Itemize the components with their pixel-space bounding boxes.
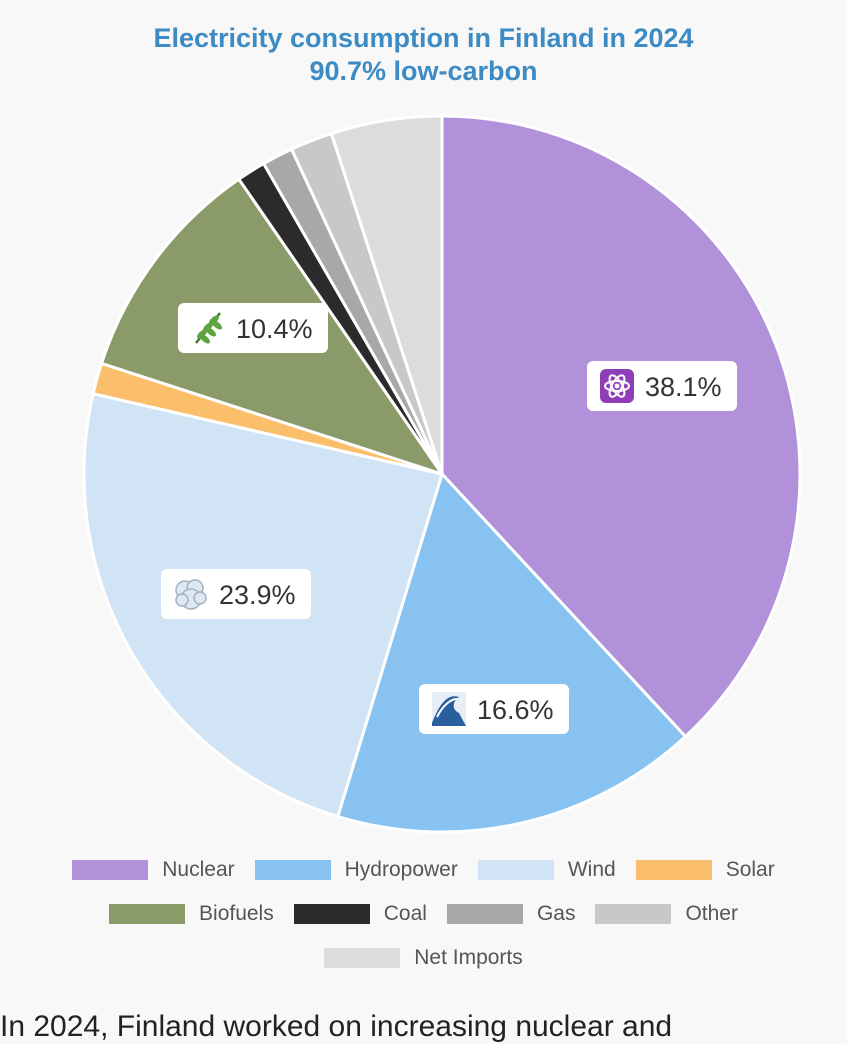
data-label-biofuels: 10.4% bbox=[178, 303, 328, 353]
herb-icon bbox=[195, 312, 222, 344]
legend-swatch bbox=[324, 948, 401, 968]
pie-labels: 38.1% 16.6% 23.9% 10.4% bbox=[161, 303, 737, 734]
wind-icon bbox=[175, 579, 207, 610]
legend-label: Gas bbox=[536, 902, 576, 925]
legend-swatch bbox=[109, 904, 186, 924]
legend-label: Nuclear bbox=[162, 858, 235, 881]
data-label-box bbox=[178, 303, 328, 353]
chart-titles: Electricity consumption in Finland in 20… bbox=[0, 22, 847, 88]
legend-item-net-imports[interactable]: Net Imports bbox=[324, 946, 523, 970]
legend-item-gas[interactable]: Gas bbox=[446, 902, 576, 926]
legend-label: Wind bbox=[567, 858, 616, 881]
legend-item-other[interactable]: Other bbox=[595, 902, 738, 926]
atom-icon bbox=[600, 369, 634, 403]
pie-chart: 38.1% 16.6% 23.9% 10.4% bbox=[82, 114, 802, 834]
legend-label: Hydropower bbox=[344, 858, 458, 881]
legend-label: Other bbox=[685, 902, 738, 925]
legend-item-biofuels[interactable]: Biofuels bbox=[109, 902, 274, 926]
data-label-value: 23.9% bbox=[219, 580, 296, 610]
pie-slice-hydropower bbox=[335, 471, 688, 834]
legend-label: Net Imports bbox=[414, 946, 523, 969]
data-label-value: 16.6% bbox=[477, 695, 554, 725]
data-label-wind: 23.9% bbox=[161, 569, 311, 619]
chart-title: Electricity consumption in Finland in 20… bbox=[153, 23, 694, 53]
legend-item-hydropower[interactable]: Hydropower bbox=[254, 858, 458, 882]
legend-item-coal[interactable]: Coal bbox=[293, 902, 427, 926]
legend-label: Solar bbox=[725, 858, 775, 881]
data-label-nuclear: 38.1% bbox=[587, 361, 737, 411]
legend-row: Nuclear Hydropower Wind Solar bbox=[0, 848, 847, 892]
pie-slices bbox=[82, 114, 802, 834]
legend-row: Net Imports bbox=[0, 936, 847, 980]
pie-slice-nuclear bbox=[440, 114, 802, 739]
data-label-value: 38.1% bbox=[645, 372, 722, 402]
legend-swatch bbox=[635, 860, 712, 880]
article-caption-text: In 2024, Finland worked on increasing nu… bbox=[0, 1010, 673, 1043]
legend-swatch bbox=[293, 904, 370, 924]
chart-subtitle: 90.7% low-carbon bbox=[309, 56, 538, 86]
legend-item-solar[interactable]: Solar bbox=[635, 858, 775, 882]
legend-swatch bbox=[595, 904, 672, 924]
chart-legend: Nuclear Hydropower Wind Solar Biofuels Coal G… bbox=[0, 848, 847, 980]
wave-icon bbox=[432, 692, 466, 726]
legend-item-nuclear[interactable]: Nuclear bbox=[72, 858, 235, 882]
legend-swatch bbox=[72, 860, 149, 880]
data-label-value: 10.4% bbox=[236, 314, 313, 344]
legend-label: Biofuels bbox=[199, 902, 274, 925]
legend-swatch bbox=[446, 904, 523, 924]
pie-slice-net-imports bbox=[329, 114, 444, 475]
legend-row: Biofuels Coal Gas Other bbox=[0, 892, 847, 936]
legend-item-wind[interactable]: Wind bbox=[477, 858, 616, 882]
legend-label: Coal bbox=[383, 902, 427, 925]
legend-swatch bbox=[254, 860, 331, 880]
data-label-hydropower: 16.6% bbox=[419, 684, 569, 734]
legend-swatch bbox=[477, 860, 554, 880]
